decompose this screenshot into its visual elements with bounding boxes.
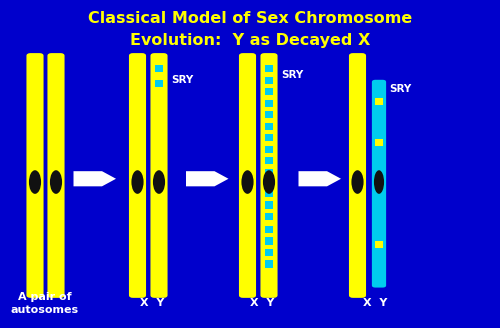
Bar [376,139,382,146]
Bar [154,65,164,72]
Polygon shape [298,171,341,186]
Bar [264,213,274,220]
Bar [264,100,274,107]
Bar [264,146,274,153]
Text: SRY: SRY [171,75,193,85]
Ellipse shape [374,170,384,194]
FancyBboxPatch shape [150,53,168,298]
Bar [264,65,274,72]
Bar [264,190,274,197]
Text: X  Y: X Y [140,298,164,308]
Ellipse shape [132,170,143,194]
Polygon shape [186,171,228,186]
Text: Evolution:  Y as Decayed X: Evolution: Y as Decayed X [130,33,370,49]
Bar [376,98,382,105]
Polygon shape [74,171,116,186]
FancyBboxPatch shape [129,53,146,298]
Text: A pair of
autosomes: A pair of autosomes [11,292,79,315]
Text: X  Y: X Y [363,298,387,308]
FancyBboxPatch shape [260,53,278,298]
Ellipse shape [242,170,254,194]
Bar [264,237,274,245]
Ellipse shape [263,170,275,194]
Bar [264,157,274,164]
Bar [154,80,164,87]
Bar [376,241,382,248]
Bar [264,249,274,256]
Ellipse shape [50,170,62,194]
Ellipse shape [29,170,41,194]
Text: SRY: SRY [389,84,411,93]
Bar [264,77,274,84]
FancyBboxPatch shape [349,53,366,298]
Text: X  Y: X Y [250,298,274,308]
Bar [264,111,274,118]
Bar [264,260,274,268]
Bar [264,123,274,130]
FancyBboxPatch shape [372,80,386,288]
Bar [264,134,274,141]
Bar [264,169,274,176]
Ellipse shape [352,170,364,194]
FancyBboxPatch shape [26,53,44,298]
FancyBboxPatch shape [48,53,64,298]
Bar [264,226,274,233]
Bar [264,201,274,209]
Text: SRY: SRY [281,71,303,80]
Ellipse shape [153,170,165,194]
FancyBboxPatch shape [239,53,256,298]
Bar [264,88,274,95]
Text: Classical Model of Sex Chromosome: Classical Model of Sex Chromosome [88,10,412,26]
